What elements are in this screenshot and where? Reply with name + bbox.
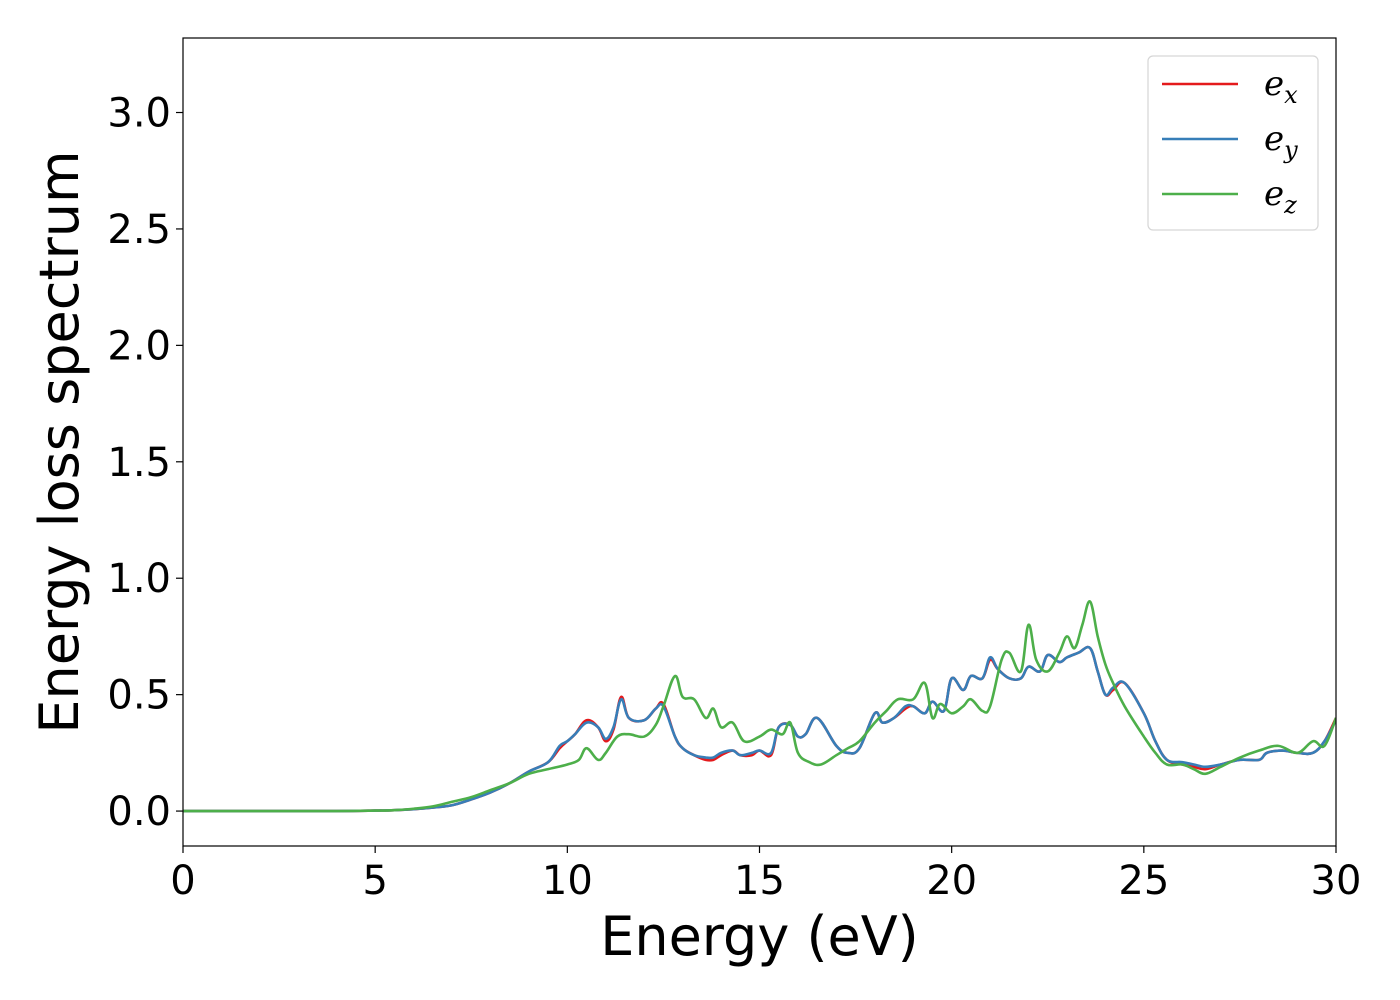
legend-label-z: ez [1264,174,1297,219]
y-axis-title: Energy loss spectrum [28,150,91,733]
y-tick-label: 0.0 [107,789,171,835]
x-tick-label: 5 [362,858,387,904]
legend-label-y: ey [1264,119,1298,164]
x-axis-title: Energy (eV) [600,905,919,968]
x-tick-label: 25 [1118,858,1169,904]
y-tick-label: 1.5 [107,440,171,486]
series-line-x [183,645,1336,813]
x-tick-label: 30 [1311,858,1362,904]
series-line-y [183,645,1336,813]
y-tick-label: 1.0 [107,556,171,602]
x-tick-label: 0 [170,858,195,904]
x-tick-label: 20 [926,858,977,904]
legend-box [1147,55,1319,231]
legend: ex ey ez [1147,55,1319,231]
x-axis: 0 5 10 15 20 25 30 [170,846,1361,904]
legend-label-x: ex [1264,64,1298,109]
y-tick-label: 3.0 [107,91,171,137]
x-tick-label: 10 [542,858,593,904]
series-line-z [183,600,1336,813]
x-tick-label: 15 [734,858,785,904]
y-axis: 0.0 0.5 1.0 1.5 2.0 2.5 3.0 [107,91,183,835]
y-tick-label: 0.5 [107,673,171,719]
y-tick-label: 2.5 [107,207,171,253]
y-tick-label: 2.0 [107,323,171,369]
